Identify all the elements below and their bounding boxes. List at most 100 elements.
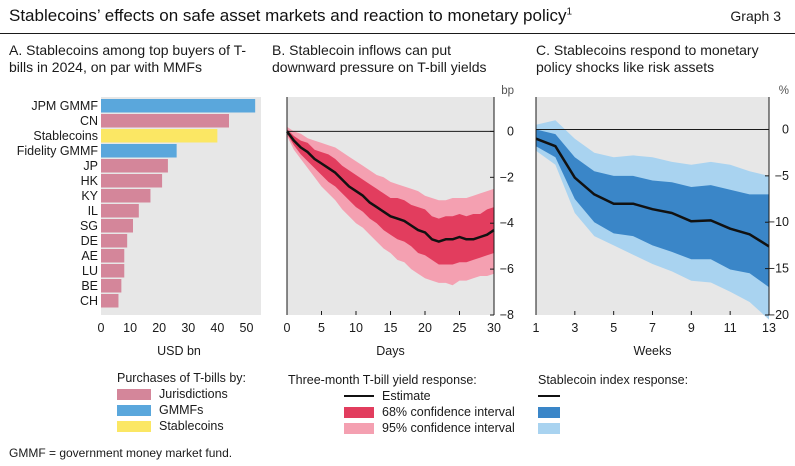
legend-item-stablecoins: Stablecoins xyxy=(117,418,246,434)
category-label: BE xyxy=(81,279,98,293)
bar-cn xyxy=(101,114,229,128)
bar-il xyxy=(101,204,139,218)
x-tick-label: 15 xyxy=(384,321,398,335)
x-tick-label: 30 xyxy=(487,321,501,335)
panel-c-title: C. Stablecoins respond to monetary polic… xyxy=(536,42,759,75)
legend-item-jurisdictions: Jurisdictions xyxy=(117,386,246,402)
legend-item-ci68 xyxy=(538,404,688,420)
x-tick-label: 5 xyxy=(318,321,325,335)
y-tick-label: −20 xyxy=(768,308,789,322)
category-label: CN xyxy=(80,114,98,128)
category-label: HK xyxy=(81,174,99,188)
bar-stablecoins xyxy=(101,129,218,143)
panel-b-legend: Three-month T-bill yield response: Estim… xyxy=(288,372,515,436)
panel-b-ci68-band xyxy=(287,129,494,265)
panel-c-estimate-line xyxy=(535,137,770,248)
x-tick-label: 1 xyxy=(533,321,540,335)
y-tick-label: −10 xyxy=(768,215,789,229)
bar-hk xyxy=(101,174,163,188)
x-tick-label: 13 xyxy=(762,321,776,335)
bar-ae xyxy=(101,249,125,263)
title-bar: Stablecoins’ effects on safe asset marke… xyxy=(0,0,795,34)
legend-title: Stablecoin index response: xyxy=(538,373,689,387)
x-tick-label: 20 xyxy=(418,321,432,335)
bar-lu xyxy=(101,264,125,278)
legend-item-estimate xyxy=(538,388,688,404)
category-label: JP xyxy=(83,159,98,173)
legend-item-ci68: 68% confidence interval xyxy=(288,404,515,420)
category-label: LU xyxy=(82,264,98,278)
x-tick-label: 10 xyxy=(123,321,137,335)
x-axis-label: Weeks xyxy=(634,344,672,358)
x-axis-label: Days xyxy=(376,344,404,358)
bar-be xyxy=(101,279,122,293)
ci95-swatch xyxy=(538,422,560,434)
category-label: Fidelity GMMF xyxy=(17,144,99,158)
legend-title: Three-month T-bill yield response: xyxy=(288,373,477,387)
graph-number-label: Graph 3 xyxy=(730,8,781,24)
category-label: KY xyxy=(81,189,98,203)
bar-fidelity-gmmf xyxy=(101,144,177,158)
estimate-line-swatch xyxy=(344,395,374,397)
bar-de xyxy=(101,234,128,248)
y-tick-label: −4 xyxy=(500,216,514,230)
category-label: CH xyxy=(80,294,98,308)
ci95-swatch xyxy=(344,422,374,434)
x-tick-label: 0 xyxy=(98,321,105,335)
legend-item-ci95 xyxy=(538,420,688,436)
y-tick-label: 0 xyxy=(507,124,514,138)
panel-a-title: A. Stablecoins among top buyers of T-bil… xyxy=(9,42,247,75)
x-tick-label: 30 xyxy=(181,321,195,335)
category-label: JPM GMMF xyxy=(31,99,98,113)
y-tick-label: −8 xyxy=(500,308,514,322)
y-tick-label: 0 xyxy=(782,122,789,136)
legend-item-ci95: 95% confidence interval xyxy=(288,420,515,436)
bar-jp xyxy=(101,159,168,173)
x-tick-label: 11 xyxy=(724,321,737,335)
x-tick-label: 20 xyxy=(152,321,166,335)
legend-item-gmmfs: GMMFs xyxy=(117,402,246,418)
ci68-swatch xyxy=(538,406,560,418)
category-label: DE xyxy=(81,234,98,248)
x-tick-label: 50 xyxy=(240,321,254,335)
y-tick-label: −5 xyxy=(775,169,789,183)
ci68-swatch xyxy=(344,406,374,418)
gmmf-swatch xyxy=(117,404,151,416)
y-tick-label: −15 xyxy=(768,262,789,276)
panel-a-legend: Purchases of T-bills by: Jurisdictions G… xyxy=(117,370,246,434)
category-label: SG xyxy=(80,219,98,233)
jurisdiction-swatch xyxy=(117,388,151,400)
x-tick-label: 3 xyxy=(571,321,578,335)
panel-b-unit-label: bp xyxy=(501,85,514,97)
stablecoin-swatch xyxy=(117,420,151,432)
bar-ky xyxy=(101,189,151,203)
x-tick-label: 10 xyxy=(349,321,363,335)
bar-jpm-gmmf xyxy=(101,99,256,113)
x-tick-label: 5 xyxy=(610,321,617,335)
panel-c-unit-label: % xyxy=(779,85,789,97)
panel-b-title: B. Stablecoin inflows can put downward p… xyxy=(272,42,487,75)
y-tick-label: −2 xyxy=(500,170,514,184)
panel-b-estimate-line xyxy=(286,130,495,243)
legend-title: Purchases of T-bills by: xyxy=(117,371,246,385)
x-axis-label: USD bn xyxy=(157,344,201,358)
panel-c-legend: Stablecoin index response: xyxy=(538,372,688,436)
category-label: AE xyxy=(81,249,98,263)
panel-c-chart: 1 3 5 7 9 11 130−5−10−15−20%Weeks xyxy=(533,85,790,358)
x-tick-label: 40 xyxy=(210,321,224,335)
y-tick-label: −6 xyxy=(500,262,514,276)
category-label: Stablecoins xyxy=(33,129,98,143)
legend-item-estimate: Estimate xyxy=(288,388,515,404)
bar-sg xyxy=(101,219,133,233)
x-tick-label: 0 xyxy=(284,321,291,335)
bar-ch xyxy=(101,294,119,308)
estimate-line-swatch xyxy=(538,395,560,397)
category-label: IL xyxy=(88,204,98,218)
x-tick-label: 25 xyxy=(453,321,467,335)
panel-b-chart: 0 5 10 15 20 25 30 0 −2 −4 −6 −8 bp Days xyxy=(284,85,515,358)
footnote: GMMF = government money market fund. xyxy=(9,446,233,460)
graph-title: Stablecoins’ effects on safe asset marke… xyxy=(9,6,573,25)
x-tick-label: 7 xyxy=(649,321,656,335)
